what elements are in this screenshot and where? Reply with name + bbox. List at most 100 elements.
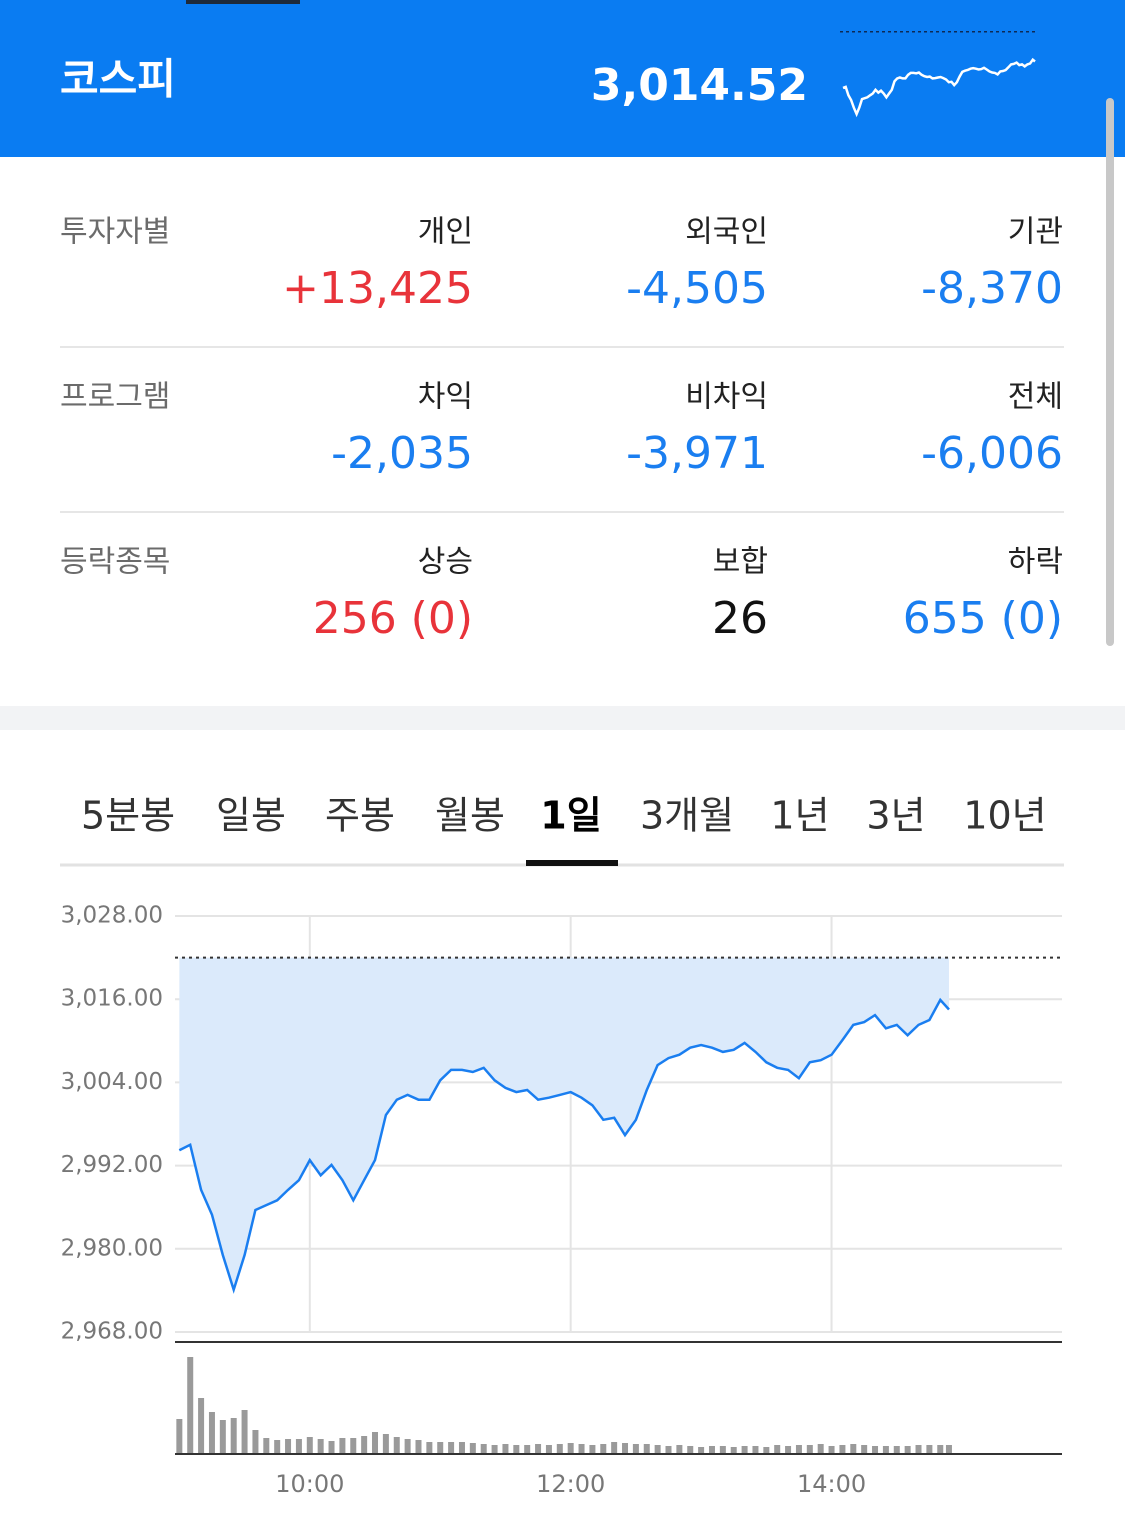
- period-tab[interactable]: 3개월: [640, 794, 734, 838]
- period-tab[interactable]: 10년: [963, 794, 1046, 838]
- volume-bar: [339, 1438, 346, 1454]
- cell-label: 차익: [418, 380, 473, 415]
- volume-bar: [513, 1445, 520, 1454]
- volume-bar: [382, 1434, 389, 1454]
- volume-bar: [893, 1446, 900, 1454]
- volume-bar: [611, 1442, 618, 1454]
- volume-bar: [306, 1437, 313, 1454]
- cell-label: 보합: [713, 545, 768, 580]
- volume-bar: [578, 1444, 585, 1454]
- y-tick-label: 2,968.00: [61, 1319, 163, 1345]
- period-tab[interactable]: 일봉: [216, 794, 286, 838]
- volume-bar: [643, 1444, 650, 1454]
- cell-value: -4,505: [626, 263, 768, 314]
- volume-bar: [926, 1445, 933, 1454]
- sparkline: [842, 57, 1036, 118]
- cell-label: 상승: [418, 545, 473, 580]
- volume-bar: [945, 1445, 952, 1454]
- x-tick-label: 12:00: [536, 1470, 605, 1498]
- volume-bar: [698, 1447, 705, 1454]
- volume-bar: [654, 1445, 661, 1454]
- cell-value: -6,006: [921, 428, 1063, 479]
- y-tick-label: 3,016.00: [61, 986, 163, 1012]
- volume-bar: [676, 1445, 683, 1454]
- cell-value: +13,425: [282, 263, 473, 314]
- y-tick-label: 3,028.00: [61, 903, 163, 929]
- period-tab[interactable]: 5분봉: [81, 794, 175, 838]
- volume-bar: [687, 1446, 694, 1454]
- volume-bar: [589, 1445, 596, 1454]
- row-label: 프로그램: [60, 380, 170, 415]
- volume-bar: [230, 1418, 237, 1454]
- cell-value: 655 (0): [903, 593, 1063, 644]
- volume-bar: [600, 1444, 607, 1454]
- cell-label: 외국인: [685, 215, 768, 250]
- volume-bar: [763, 1447, 770, 1454]
- tab-underline: [526, 860, 618, 866]
- scrollbar: [1106, 98, 1114, 646]
- volume-bar: [785, 1446, 792, 1454]
- volume-bar: [708, 1446, 715, 1454]
- x-tick-label: 14:00: [797, 1470, 866, 1498]
- volume-bar: [524, 1445, 531, 1454]
- volume-bar: [567, 1443, 574, 1454]
- period-tab[interactable]: 주봉: [325, 794, 395, 838]
- period-tab[interactable]: 1일: [540, 794, 601, 838]
- volume-bar: [393, 1437, 400, 1454]
- volume-bar: [622, 1443, 629, 1454]
- volume-bar: [480, 1444, 487, 1454]
- volume-bar: [915, 1445, 922, 1454]
- cell-label: 하락: [1008, 545, 1063, 580]
- volume-bar: [839, 1445, 846, 1454]
- volume-bar: [817, 1444, 824, 1454]
- volume-bar: [795, 1445, 802, 1454]
- price-line: [178, 997, 950, 1294]
- volume-bar: [219, 1420, 226, 1454]
- volume-bar: [198, 1398, 205, 1454]
- volume-bar: [350, 1438, 357, 1454]
- price-area: [179, 957, 950, 1290]
- volume-bar: [372, 1432, 379, 1454]
- volume-bar: [730, 1447, 737, 1454]
- y-tick-label: 2,980.00: [61, 1235, 163, 1261]
- y-tick-label: 3,004.00: [61, 1069, 163, 1095]
- volume-bar: [806, 1445, 813, 1454]
- volume-bar: [241, 1410, 248, 1454]
- volume-bar: [719, 1446, 726, 1454]
- cell-value: -8,370: [921, 263, 1063, 314]
- section-divider: [0, 706, 1125, 730]
- period-tab[interactable]: 월봉: [435, 794, 505, 838]
- period-tab[interactable]: 3년: [866, 794, 925, 838]
- volume-bar: [415, 1440, 422, 1454]
- x-tick-label: 10:00: [275, 1470, 344, 1498]
- volume-bar: [426, 1442, 433, 1454]
- cell-label: 비차익: [685, 380, 768, 415]
- volume-bar: [556, 1444, 563, 1454]
- volume-bar: [295, 1439, 302, 1454]
- volume-bar: [904, 1446, 911, 1454]
- volume-bar: [774, 1445, 781, 1454]
- row-label: 투자자별: [60, 215, 170, 250]
- volume-bar: [361, 1436, 368, 1454]
- volume-bar: [328, 1441, 335, 1454]
- volume-bar: [752, 1446, 759, 1454]
- volume-bar: [491, 1445, 498, 1454]
- volume-bar: [448, 1442, 455, 1454]
- volume-bar: [741, 1446, 748, 1454]
- volume-bar: [458, 1442, 465, 1454]
- volume-bar: [828, 1446, 835, 1454]
- volume-bar: [535, 1444, 542, 1454]
- cell-value: -2,035: [331, 428, 473, 479]
- cell-label: 전체: [1008, 380, 1063, 415]
- volume-bar: [263, 1438, 270, 1454]
- volume-bar: [882, 1446, 889, 1454]
- cell-value: -3,971: [626, 428, 768, 479]
- volume-bar: [176, 1419, 183, 1454]
- volume-bar: [469, 1443, 476, 1454]
- volume-bar: [404, 1439, 411, 1454]
- top-indicator: [186, 0, 300, 4]
- period-tab[interactable]: 1년: [770, 794, 829, 838]
- volume-bar: [208, 1412, 215, 1454]
